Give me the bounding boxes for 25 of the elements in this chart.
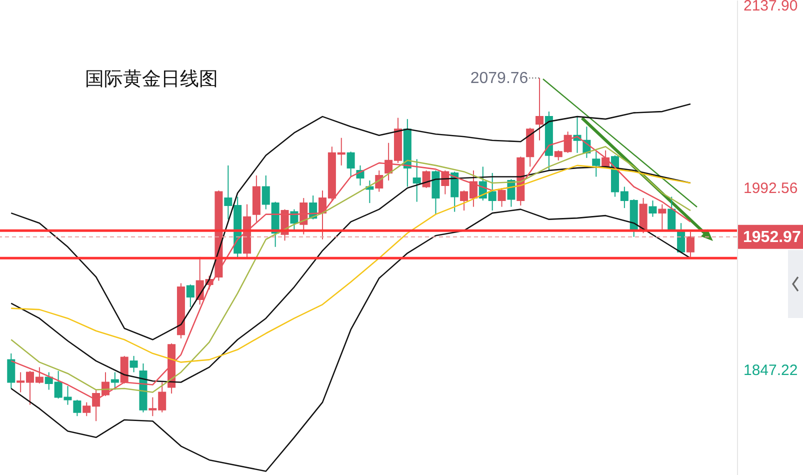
candlestick [346,151,355,178]
annotation: 2079.76 [470,70,528,88]
line-series [10,103,692,340]
candlestick [450,171,459,212]
candlestick [422,170,430,188]
candlestick [648,200,657,218]
candlestick [498,187,506,208]
y-tick-label: 1847.22 [744,362,798,379]
ref-line-label: 1952.97 [743,228,801,246]
candlestick [536,78,544,141]
candlestick [186,284,194,308]
candlestick [412,158,421,202]
candlestick [7,352,16,390]
y-tick-label: 1992.56 [744,180,798,197]
candlestick [592,151,600,178]
candlestick [110,372,119,390]
line-series [10,208,692,472]
y-tick-label: 2137.90 [744,0,798,15]
text: 国际黄金日线图 [85,67,218,92]
candlestick [686,231,694,258]
candlestick [224,164,232,220]
candlestick [658,204,666,230]
candlestick [668,196,676,232]
candlestick [73,399,82,417]
candlestick [130,355,138,373]
